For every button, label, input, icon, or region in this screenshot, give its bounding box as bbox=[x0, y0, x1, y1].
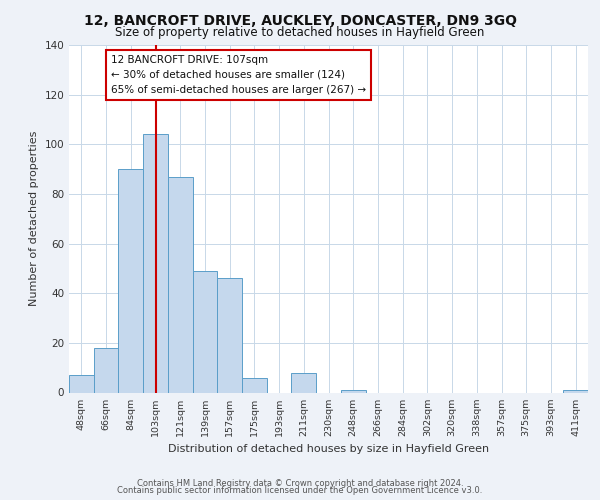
Bar bbox=[341, 390, 365, 392]
Text: 12 BANCROFT DRIVE: 107sqm
← 30% of detached houses are smaller (124)
65% of semi: 12 BANCROFT DRIVE: 107sqm ← 30% of detac… bbox=[111, 55, 366, 94]
Bar bbox=[143, 134, 168, 392]
Text: Contains public sector information licensed under the Open Government Licence v3: Contains public sector information licen… bbox=[118, 486, 482, 495]
Bar bbox=[292, 372, 316, 392]
Bar bbox=[563, 390, 588, 392]
Bar bbox=[193, 271, 217, 392]
Text: Contains HM Land Registry data © Crown copyright and database right 2024.: Contains HM Land Registry data © Crown c… bbox=[137, 478, 463, 488]
Bar bbox=[168, 176, 193, 392]
Bar bbox=[242, 378, 267, 392]
Bar bbox=[118, 169, 143, 392]
Text: Size of property relative to detached houses in Hayfield Green: Size of property relative to detached ho… bbox=[115, 26, 485, 39]
Y-axis label: Number of detached properties: Number of detached properties bbox=[29, 131, 39, 306]
Bar bbox=[94, 348, 118, 393]
Bar bbox=[69, 375, 94, 392]
Bar bbox=[217, 278, 242, 392]
X-axis label: Distribution of detached houses by size in Hayfield Green: Distribution of detached houses by size … bbox=[168, 444, 489, 454]
Text: 12, BANCROFT DRIVE, AUCKLEY, DONCASTER, DN9 3GQ: 12, BANCROFT DRIVE, AUCKLEY, DONCASTER, … bbox=[83, 14, 517, 28]
